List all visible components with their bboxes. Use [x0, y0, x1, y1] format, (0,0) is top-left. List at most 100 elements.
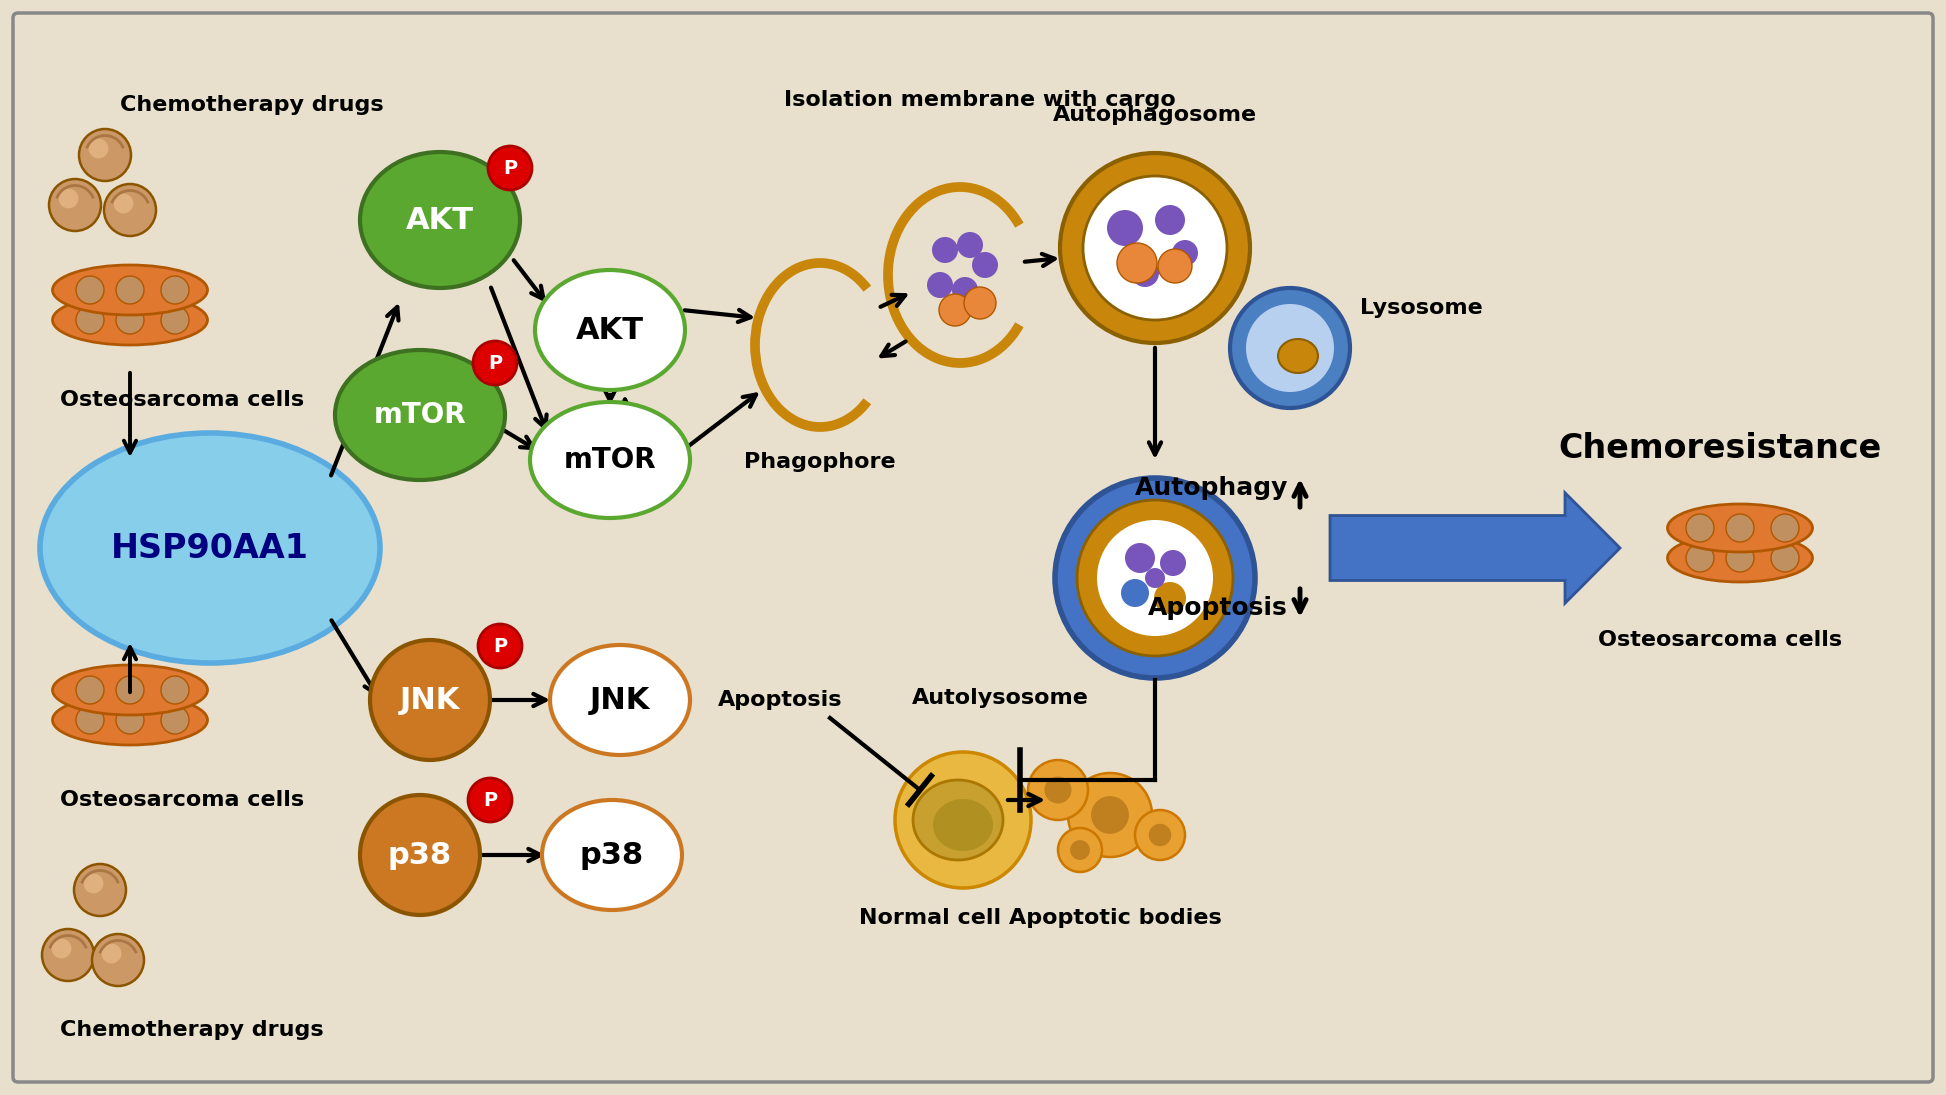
- Circle shape: [49, 178, 101, 231]
- Text: mTOR: mTOR: [374, 401, 467, 429]
- Circle shape: [101, 944, 121, 964]
- Circle shape: [1726, 544, 1753, 572]
- Ellipse shape: [932, 799, 992, 851]
- Text: AKT: AKT: [407, 206, 475, 234]
- Text: AKT: AKT: [576, 315, 644, 345]
- Text: P: P: [488, 354, 502, 372]
- Ellipse shape: [53, 695, 208, 745]
- Ellipse shape: [1279, 339, 1317, 373]
- Circle shape: [1144, 568, 1166, 588]
- Circle shape: [43, 929, 93, 981]
- Circle shape: [467, 779, 512, 822]
- Circle shape: [1154, 583, 1185, 614]
- Circle shape: [1070, 840, 1090, 860]
- Circle shape: [1685, 514, 1714, 542]
- Circle shape: [1158, 249, 1193, 283]
- Circle shape: [1092, 796, 1129, 834]
- Circle shape: [103, 184, 156, 237]
- Circle shape: [162, 306, 189, 334]
- Circle shape: [1055, 479, 1255, 678]
- Ellipse shape: [529, 402, 691, 518]
- Circle shape: [1084, 176, 1228, 320]
- Text: Chemotherapy drugs: Chemotherapy drugs: [121, 95, 383, 115]
- Text: JNK: JNK: [590, 685, 650, 715]
- Text: Apoptosis: Apoptosis: [718, 690, 843, 710]
- Circle shape: [370, 639, 490, 760]
- Circle shape: [1061, 153, 1249, 343]
- Text: p38: p38: [580, 841, 644, 869]
- Text: Chemotherapy drugs: Chemotherapy drugs: [60, 1021, 323, 1040]
- Circle shape: [1230, 288, 1351, 408]
- Text: Osteosarcoma cells: Osteosarcoma cells: [1598, 630, 1843, 650]
- Circle shape: [1045, 776, 1072, 804]
- Text: p38: p38: [387, 841, 451, 869]
- Text: Osteosarcoma cells: Osteosarcoma cells: [60, 390, 304, 410]
- Circle shape: [1068, 773, 1152, 857]
- Text: Apoptotic bodies: Apoptotic bodies: [1008, 908, 1222, 927]
- Text: P: P: [483, 791, 496, 809]
- Circle shape: [162, 676, 189, 704]
- Circle shape: [162, 706, 189, 734]
- Circle shape: [1059, 828, 1101, 872]
- Circle shape: [957, 232, 983, 258]
- Ellipse shape: [335, 350, 506, 480]
- Ellipse shape: [53, 665, 208, 715]
- Ellipse shape: [41, 433, 379, 662]
- Text: Lysosome: Lysosome: [1360, 298, 1483, 318]
- Circle shape: [76, 676, 103, 704]
- Circle shape: [1076, 500, 1234, 656]
- Circle shape: [1156, 205, 1185, 235]
- Ellipse shape: [360, 152, 520, 288]
- Circle shape: [91, 934, 144, 986]
- Circle shape: [952, 277, 979, 303]
- Text: Isolation membrane with cargo: Isolation membrane with cargo: [784, 90, 1175, 110]
- Circle shape: [940, 293, 971, 326]
- Circle shape: [473, 341, 518, 385]
- FancyArrow shape: [1329, 493, 1619, 603]
- Ellipse shape: [551, 645, 691, 754]
- Ellipse shape: [1668, 504, 1812, 552]
- Circle shape: [1131, 260, 1160, 287]
- Text: Autophagy: Autophagy: [1135, 476, 1288, 500]
- Circle shape: [1245, 304, 1335, 392]
- Ellipse shape: [53, 295, 208, 345]
- Ellipse shape: [1668, 534, 1812, 583]
- Text: HSP90AA1: HSP90AA1: [111, 531, 309, 565]
- Text: Chemoresistance: Chemoresistance: [1559, 431, 1882, 464]
- Circle shape: [113, 194, 134, 214]
- Ellipse shape: [543, 800, 681, 910]
- Circle shape: [1125, 543, 1156, 573]
- Text: Apoptosis: Apoptosis: [1148, 596, 1288, 620]
- Circle shape: [84, 874, 103, 894]
- Circle shape: [117, 306, 144, 334]
- Circle shape: [895, 752, 1031, 888]
- Circle shape: [1771, 544, 1798, 572]
- Text: JNK: JNK: [399, 685, 459, 715]
- Circle shape: [117, 276, 144, 304]
- Circle shape: [74, 864, 126, 917]
- Ellipse shape: [53, 265, 208, 315]
- Circle shape: [1160, 550, 1185, 576]
- Circle shape: [360, 795, 481, 915]
- Circle shape: [1726, 514, 1753, 542]
- Circle shape: [963, 287, 996, 319]
- Text: P: P: [502, 159, 518, 177]
- Text: Normal cell: Normal cell: [858, 908, 1000, 927]
- Circle shape: [76, 276, 103, 304]
- Circle shape: [80, 129, 130, 181]
- Circle shape: [90, 139, 109, 159]
- Text: Phagophore: Phagophore: [743, 452, 895, 472]
- Text: mTOR: mTOR: [564, 446, 656, 474]
- Ellipse shape: [535, 270, 685, 390]
- Circle shape: [117, 676, 144, 704]
- Text: P: P: [492, 636, 508, 656]
- Ellipse shape: [913, 780, 1002, 860]
- Circle shape: [932, 237, 957, 263]
- Circle shape: [162, 276, 189, 304]
- Text: Autophagosome: Autophagosome: [1053, 105, 1257, 125]
- Text: Autolysosome: Autolysosome: [911, 688, 1088, 708]
- Circle shape: [117, 706, 144, 734]
- Circle shape: [1171, 240, 1199, 266]
- Circle shape: [1117, 243, 1158, 283]
- Circle shape: [53, 938, 72, 958]
